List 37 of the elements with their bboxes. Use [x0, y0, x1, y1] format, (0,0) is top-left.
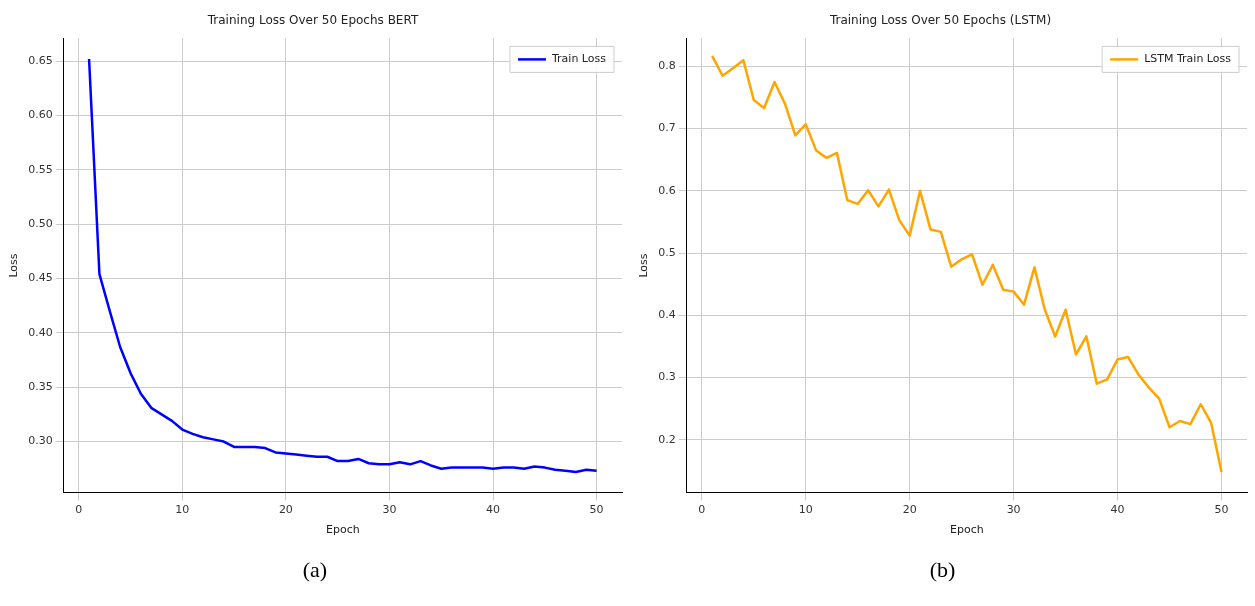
x-tick-label: 50	[1214, 503, 1229, 517]
y-tick-label: 0.60	[28, 108, 53, 122]
y-tick-label: 0.55	[28, 162, 53, 176]
y-tick-label: 0.45	[28, 271, 53, 285]
y-tick-label: 0.3	[658, 370, 676, 384]
x-tick-label: 40	[1110, 503, 1125, 517]
y-tick-label: 0.2	[658, 432, 676, 446]
y-tick-label: 0.65	[28, 54, 53, 68]
text: (a)	[302, 557, 328, 583]
y-tick-label: 0.30	[28, 434, 53, 448]
legend-label: LSTM Train Loss	[1144, 52, 1232, 66]
x-tick-label: 20	[278, 503, 293, 517]
x-tick-label: 20	[902, 503, 917, 517]
x-tick-label: 40	[486, 503, 501, 517]
x-tick-label: 10	[798, 503, 813, 517]
x-tick-label: 30	[1006, 503, 1021, 517]
y-tick-label: 0.4	[658, 308, 676, 322]
y-tick-label: 0.5	[658, 245, 676, 259]
x-tick-label: 0	[75, 503, 83, 517]
y-axis-title: Loss	[7, 253, 21, 278]
y-axis-title: Loss	[637, 253, 651, 278]
chart-title: Training Loss Over 50 Epochs (LSTM)	[828, 13, 1052, 28]
y-tick-label: 0.7	[658, 121, 676, 135]
text: (b)	[929, 557, 956, 583]
x-axis-title: Epoch	[950, 523, 984, 537]
x-axis-title: Epoch	[326, 523, 360, 537]
y-tick-label: 0.8	[658, 59, 676, 73]
legend-label: Train Loss	[550, 52, 607, 66]
x-tick-label: 10	[175, 503, 190, 517]
y-tick-label: 0.40	[28, 325, 53, 339]
y-tick-label: 0.6	[658, 183, 676, 197]
y-tick-label: 0.50	[28, 217, 53, 231]
chart-title: Training Loss Over 50 Epochs BERT	[206, 13, 419, 28]
x-tick-label: 50	[589, 503, 604, 517]
x-tick-label: 30	[382, 503, 397, 517]
x-tick-label: 0	[698, 503, 706, 517]
y-tick-label: 0.35	[28, 380, 53, 394]
